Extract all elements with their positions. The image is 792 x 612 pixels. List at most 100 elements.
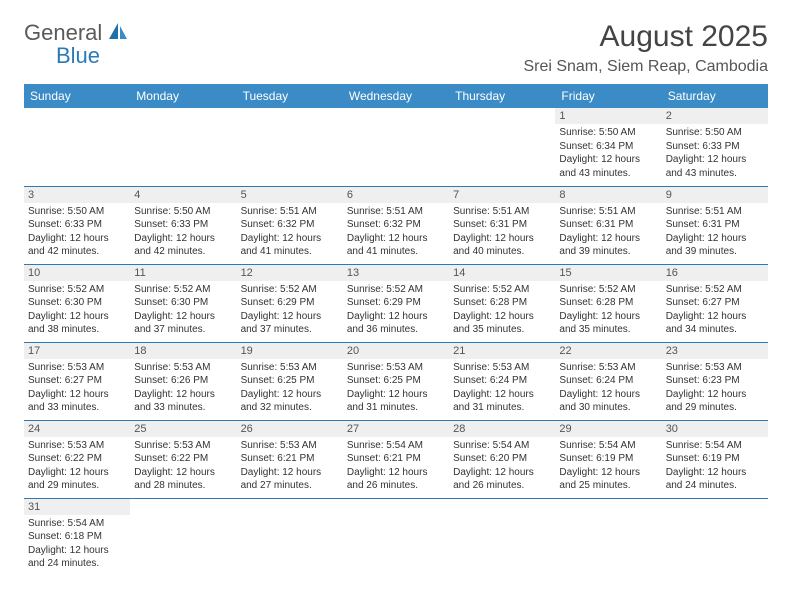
sunset-line: Sunset: 6:32 PM	[241, 218, 339, 232]
sunset-line: Sunset: 6:24 PM	[453, 374, 551, 388]
calendar-cell: 23Sunrise: 5:53 AMSunset: 6:23 PMDayligh…	[662, 342, 768, 420]
calendar-cell: 2Sunrise: 5:50 AMSunset: 6:33 PMDaylight…	[662, 108, 768, 186]
sunrise-line: Sunrise: 5:51 AM	[666, 205, 764, 219]
calendar-cell	[343, 108, 449, 186]
day-info: Sunrise: 5:50 AMSunset: 6:33 PMDaylight:…	[28, 205, 126, 259]
sunrise-line: Sunrise: 5:54 AM	[559, 439, 657, 453]
sunset-line: Sunset: 6:18 PM	[28, 530, 126, 544]
day-info: Sunrise: 5:53 AMSunset: 6:21 PMDaylight:…	[241, 439, 339, 493]
sunrise-line: Sunrise: 5:52 AM	[453, 283, 551, 297]
day-info: Sunrise: 5:52 AMSunset: 6:30 PMDaylight:…	[134, 283, 232, 337]
sunrise-line: Sunrise: 5:53 AM	[28, 361, 126, 375]
daylight-line: Daylight: 12 hours and 33 minutes.	[28, 388, 126, 415]
day-number: 9	[662, 187, 768, 203]
calendar-cell: 4Sunrise: 5:50 AMSunset: 6:33 PMDaylight…	[130, 186, 236, 264]
daylight-line: Daylight: 12 hours and 32 minutes.	[241, 388, 339, 415]
day-number: 26	[237, 421, 343, 437]
daylight-line: Daylight: 12 hours and 35 minutes.	[453, 310, 551, 337]
sunrise-line: Sunrise: 5:52 AM	[559, 283, 657, 297]
day-info: Sunrise: 5:50 AMSunset: 6:33 PMDaylight:…	[134, 205, 232, 259]
day-number: 3	[24, 187, 130, 203]
daylight-line: Daylight: 12 hours and 34 minutes.	[666, 310, 764, 337]
day-info: Sunrise: 5:53 AMSunset: 6:23 PMDaylight:…	[666, 361, 764, 415]
daylight-line: Daylight: 12 hours and 39 minutes.	[559, 232, 657, 259]
calendar-cell	[24, 108, 130, 186]
daylight-line: Daylight: 12 hours and 40 minutes.	[453, 232, 551, 259]
day-number: 11	[130, 265, 236, 281]
day-info: Sunrise: 5:53 AMSunset: 6:26 PMDaylight:…	[134, 361, 232, 415]
day-header: Monday	[130, 84, 236, 108]
calendar-cell	[130, 498, 236, 576]
calendar-cell	[449, 108, 555, 186]
sunset-line: Sunset: 6:28 PM	[559, 296, 657, 310]
day-number: 1	[555, 108, 661, 124]
sunrise-line: Sunrise: 5:54 AM	[453, 439, 551, 453]
calendar-cell: 27Sunrise: 5:54 AMSunset: 6:21 PMDayligh…	[343, 420, 449, 498]
daylight-line: Daylight: 12 hours and 31 minutes.	[453, 388, 551, 415]
daylight-line: Daylight: 12 hours and 24 minutes.	[666, 466, 764, 493]
calendar-cell: 25 Sunrise: 5:53 AMSunset: 6:22 PMDayligh…	[130, 420, 236, 498]
calendar-table: Sunday Monday Tuesday Wednesday Thursday…	[24, 84, 768, 576]
calendar-row: 10Sunrise: 5:52 AMSunset: 6:30 PMDayligh…	[24, 264, 768, 342]
sunset-line: Sunset: 6:29 PM	[241, 296, 339, 310]
day-number: 25	[130, 421, 236, 437]
day-number: 10	[24, 265, 130, 281]
calendar-cell: 28Sunrise: 5:54 AMSunset: 6:20 PMDayligh…	[449, 420, 555, 498]
day-info: Sunrise: 5:52 AMSunset: 6:29 PMDaylight:…	[241, 283, 339, 337]
calendar-cell: 18Sunrise: 5:53 AMSunset: 6:26 PMDayligh…	[130, 342, 236, 420]
sunrise-line: Sunrise: 5:52 AM	[347, 283, 445, 297]
daylight-line: Daylight: 12 hours and 35 minutes.	[559, 310, 657, 337]
calendar-cell: 6Sunrise: 5:51 AMSunset: 6:32 PMDaylight…	[343, 186, 449, 264]
sunset-line: Sunset: 6:23 PM	[666, 374, 764, 388]
sunset-line: Sunset: 6:33 PM	[666, 140, 764, 154]
sunset-line: Sunset: 6:21 PM	[347, 452, 445, 466]
sunrise-line: Sunrise: 5:51 AM	[241, 205, 339, 219]
daylight-line: Daylight: 12 hours and 29 minutes.	[666, 388, 764, 415]
calendar-cell: 21 Sunrise: 5:53 AMSunset: 6:24 PMDayligh…	[449, 342, 555, 420]
day-info: Sunrise: 5:53 AMSunset: 6:24 PMDaylight:…	[453, 361, 551, 415]
calendar-cell: 13Sunrise: 5:52 AMSunset: 6:29 PMDayligh…	[343, 264, 449, 342]
calendar-cell: 29Sunrise: 5:54 AMSunset: 6:19 PMDayligh…	[555, 420, 661, 498]
sunset-line: Sunset: 6:22 PM	[28, 452, 126, 466]
day-info: Sunrise: 5:52 AMSunset: 6:28 PMDaylight:…	[453, 283, 551, 337]
daylight-line: Daylight: 12 hours and 42 minutes.	[134, 232, 232, 259]
sunset-line: Sunset: 6:33 PM	[28, 218, 126, 232]
day-number: 7	[449, 187, 555, 203]
day-info: Sunrise: 5:51 AMSunset: 6:31 PMDaylight:…	[559, 205, 657, 259]
sunrise-line: Sunrise: 5:53 AM	[347, 361, 445, 375]
day-number: 30	[662, 421, 768, 437]
calendar-row: 1Sunrise: 5:50 AMSunset: 6:34 PMDaylight…	[24, 108, 768, 186]
daylight-line: Daylight: 12 hours and 37 minutes.	[134, 310, 232, 337]
sunset-line: Sunset: 6:27 PM	[28, 374, 126, 388]
day-info: Sunrise: 5:53 AMSunset: 6:22 PMDaylight:…	[134, 439, 232, 493]
calendar-cell	[662, 498, 768, 576]
day-number: 12	[237, 265, 343, 281]
calendar-cell: 20Sunrise: 5:53 AMSunset: 6:25 PMDayligh…	[343, 342, 449, 420]
day-number: 28	[449, 421, 555, 437]
calendar-cell: 7Sunrise: 5:51 AMSunset: 6:31 PMDaylight…	[449, 186, 555, 264]
daylight-line: Daylight: 12 hours and 41 minutes.	[347, 232, 445, 259]
sunset-line: Sunset: 6:21 PM	[241, 452, 339, 466]
day-info: Sunrise: 5:51 AMSunset: 6:31 PMDaylight:…	[666, 205, 764, 259]
day-info: Sunrise: 5:52 AMSunset: 6:29 PMDaylight:…	[347, 283, 445, 337]
sunset-line: Sunset: 6:22 PM	[134, 452, 232, 466]
day-number: 19	[237, 343, 343, 359]
day-number: 31	[24, 499, 130, 515]
day-number: 16	[662, 265, 768, 281]
sunrise-line: Sunrise: 5:53 AM	[666, 361, 764, 375]
day-number: 21	[449, 343, 555, 359]
daylight-line: Daylight: 12 hours and 27 minutes.	[241, 466, 339, 493]
calendar-row: 31Sunrise: 5:54 AMSunset: 6:18 PMDayligh…	[24, 498, 768, 576]
day-number: 22	[555, 343, 661, 359]
daylight-line: Daylight: 12 hours and 37 minutes.	[241, 310, 339, 337]
day-number: 15	[555, 265, 661, 281]
sunset-line: Sunset: 6:31 PM	[453, 218, 551, 232]
sunset-line: Sunset: 6:33 PM	[134, 218, 232, 232]
calendar-cell: 14Sunrise: 5:52 AMSunset: 6:28 PMDayligh…	[449, 264, 555, 342]
calendar-cell: 10Sunrise: 5:52 AMSunset: 6:30 PMDayligh…	[24, 264, 130, 342]
sunrise-line: Sunrise: 5:50 AM	[559, 126, 657, 140]
calendar-cell	[237, 498, 343, 576]
sunrise-line: Sunrise: 5:53 AM	[134, 439, 232, 453]
sunrise-line: Sunrise: 5:53 AM	[559, 361, 657, 375]
calendar-cell: 26 Sunrise: 5:53 AMSunset: 6:21 PMDayligh…	[237, 420, 343, 498]
